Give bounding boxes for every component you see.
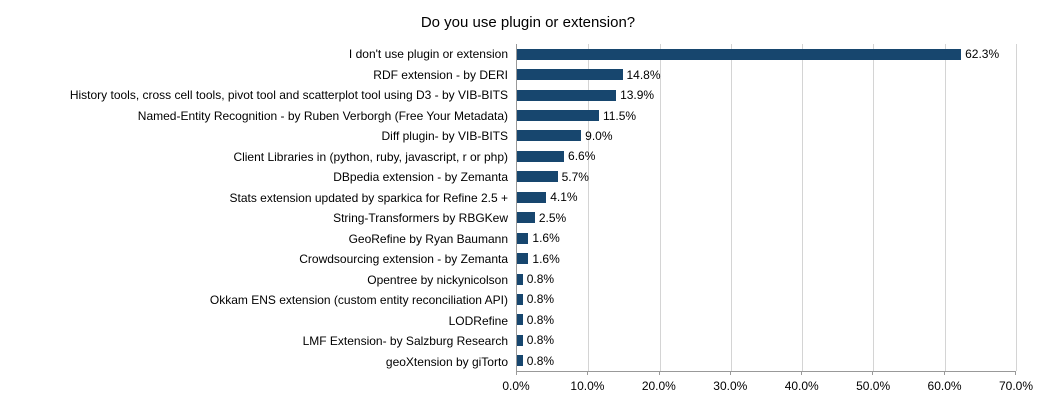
bar: [517, 171, 558, 183]
axis-tick: [658, 371, 660, 375]
bar: [517, 48, 962, 60]
bar: [517, 355, 523, 367]
category-label: Crowdsourcing extension - by Zemanta: [299, 252, 508, 267]
value-label: 13.9%: [620, 88, 655, 103]
bar-rows: 62.3% 14.8% 13.9% 11.5% 9.0% 6.6% 5.7% 4.1% 2.5%…: [517, 44, 1016, 371]
bar: [517, 212, 535, 224]
gridline: [1016, 44, 1017, 371]
x-tick-label: 20.0%: [641, 379, 676, 393]
x-axis: 0.0% 10.0% 20.0% 30.0% 40.0% 50.0% 60.0% 70.0%: [502, 379, 1033, 394]
bar-row: 0.8%: [517, 351, 1016, 371]
value-label: 5.7%: [561, 169, 589, 184]
value-label: 1.6%: [532, 251, 560, 266]
category-label: Opentree by nickynicolson: [367, 272, 508, 287]
bar: [517, 110, 599, 122]
gridline: [944, 44, 946, 371]
bar-row: 14.8%: [517, 64, 1016, 84]
gridline: [802, 44, 804, 371]
chart-title: Do you use plugin or extension?: [420, 14, 636, 31]
category-labels: I don't use plugin or extension RDF exten…: [0, 44, 508, 372]
value-label: 0.8%: [526, 312, 555, 327]
bar-row: 0.8%: [517, 289, 1016, 309]
bar-row: 9.0%: [517, 126, 1016, 146]
gridline: [588, 44, 590, 371]
bar-row: 0.8%: [517, 269, 1016, 289]
axis-tick: [801, 371, 803, 375]
x-tick-label: 60.0%: [927, 379, 962, 393]
bar-row: 2.5%: [517, 208, 1016, 228]
category-label: Diff plugin- by VIB-BITS: [381, 129, 509, 144]
value-label: 6.6%: [568, 149, 596, 164]
value-label: 1.6%: [532, 231, 560, 246]
bar-row: 62.3%: [517, 44, 1016, 64]
axis-tick: [872, 371, 874, 375]
x-tick-label: 0.0%: [502, 379, 530, 393]
bar-row: 0.8%: [517, 330, 1016, 350]
bar: [517, 89, 617, 101]
bar: [517, 334, 523, 346]
bar: [517, 232, 529, 244]
category-label: Named-Entity Recognition - by Ruben Verb…: [137, 108, 508, 123]
gridline: [730, 44, 732, 371]
value-label: 0.8%: [526, 272, 555, 287]
bar-row: 0.8%: [517, 310, 1016, 330]
category-label: Client Libraries in (python, ruby, javas…: [233, 149, 508, 164]
category-label: LMF Extension- by Salzburg Research: [302, 334, 508, 349]
x-tick-label: 70.0%: [998, 379, 1034, 393]
gridline: [659, 44, 661, 371]
bar-row: 1.6%: [517, 228, 1016, 248]
value-label: 4.1%: [550, 190, 578, 205]
category-label: LODRefine: [448, 313, 508, 328]
value-label: 2.5%: [538, 210, 567, 225]
axis-tick: [1015, 371, 1016, 375]
axis-tick: [729, 371, 731, 375]
plot-area: 62.3% 14.8% 13.9% 11.5% 9.0% 6.6% 5.7% 4.1% 2.5%…: [516, 44, 1017, 375]
bar-row: 5.7%: [517, 167, 1016, 187]
bar-row: 4.1%: [517, 187, 1016, 207]
x-tick-label: 50.0%: [856, 379, 891, 393]
category-label: I don't use plugin or extension: [348, 47, 508, 62]
bar-row: 1.6%: [517, 248, 1016, 268]
category-label: Stats extension updated by sparkica for …: [229, 190, 508, 205]
value-label: 9.0%: [585, 128, 613, 143]
category-label: History tools, cross cell tools, pivot t…: [69, 88, 508, 103]
category-label: GeoRefine by Ryan Baumann: [348, 231, 508, 246]
axis-tick: [516, 371, 517, 375]
bar: [517, 191, 547, 203]
value-label: 0.8%: [526, 292, 555, 307]
x-tick-label: 40.0%: [784, 379, 819, 393]
value-label: 11.5%: [602, 108, 637, 123]
bar: [517, 253, 529, 265]
category-label: geoXtension by giTorto: [385, 354, 508, 369]
category-label: RDF extension - by DERI: [373, 67, 508, 82]
category-label: Okkam ENS extension (custom entity recon…: [209, 293, 508, 308]
axis-tick: [943, 371, 945, 375]
value-label: 62.3%: [965, 47, 1000, 62]
value-label: 0.8%: [526, 333, 555, 348]
x-tick-label: 10.0%: [570, 379, 605, 393]
bar: [517, 314, 523, 326]
bar: [517, 130, 582, 142]
x-tick-label: 30.0%: [713, 379, 748, 393]
bar: [517, 293, 523, 305]
bar: [517, 69, 623, 81]
bar: [517, 273, 523, 285]
bar-row: 13.9%: [517, 85, 1016, 105]
category-label: String-Transformers by RBGKew: [333, 211, 508, 226]
axis-tick: [587, 371, 589, 375]
category-label: DBpedia extension - by Zemanta: [333, 170, 508, 185]
value-label: 0.8%: [526, 353, 555, 368]
value-label: 14.8%: [626, 67, 661, 82]
gridline-layer: [516, 44, 1017, 375]
bar-row: 6.6%: [517, 146, 1016, 166]
bar: [517, 150, 565, 162]
bar-row: 11.5%: [517, 105, 1016, 125]
gridline: [873, 44, 875, 371]
